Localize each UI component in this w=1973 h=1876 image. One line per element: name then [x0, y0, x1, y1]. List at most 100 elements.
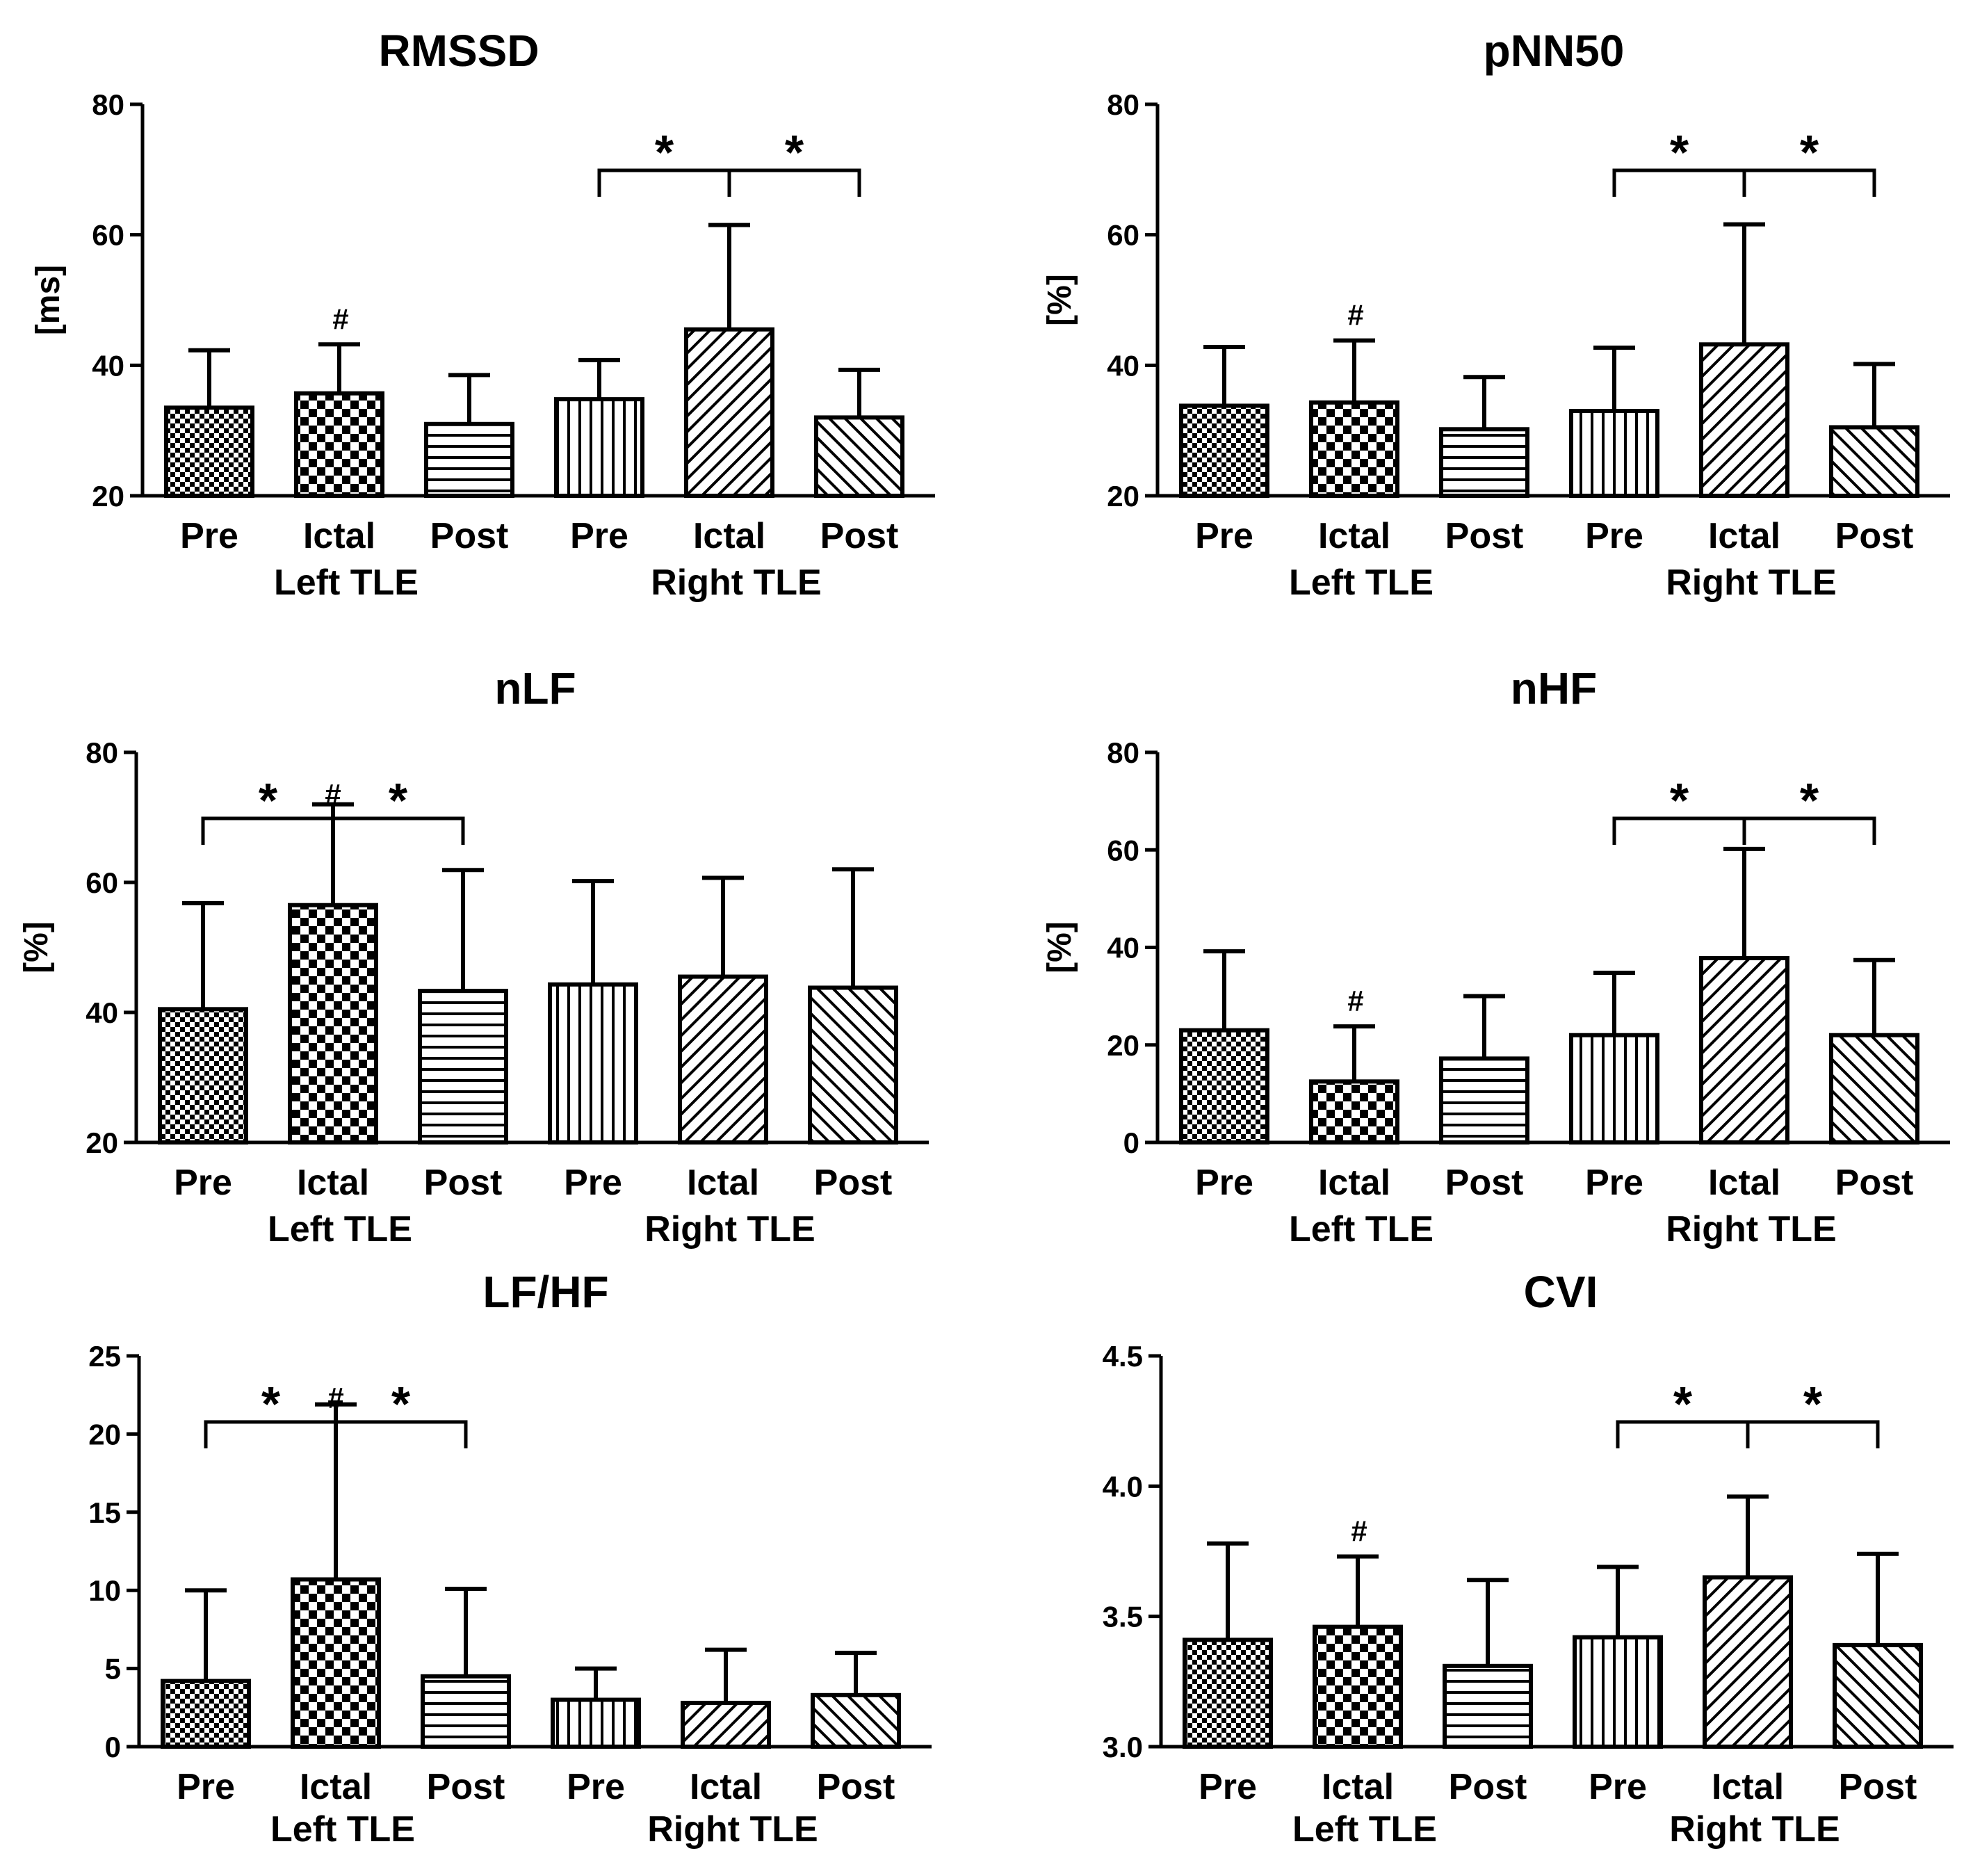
x-tick-label: Post: [814, 1163, 893, 1203]
bar-pre-left: [164, 405, 254, 499]
y-tick-label: 80: [92, 88, 124, 121]
bar-significance-mark: #: [1347, 985, 1363, 1017]
bar-ictal-left: [1313, 1624, 1403, 1749]
significance-bracket: [1616, 1420, 1880, 1448]
bar-ictal-right: [1699, 342, 1789, 498]
x-tick-label: Ictal: [693, 516, 765, 556]
chart-title: CVI: [1524, 1267, 1598, 1317]
bar-post-right: [814, 415, 904, 499]
bar-post-left: [418, 989, 508, 1145]
bar-ictal-right: [684, 327, 774, 498]
bar-ictal-left: [294, 391, 384, 498]
significance-bracket: [204, 1420, 468, 1448]
x-tick-label: Ictal: [1712, 1767, 1784, 1807]
x-tick-label: Post: [1445, 1163, 1524, 1203]
bar-pre-left: [1183, 1638, 1273, 1749]
y-tick-label: 60: [92, 219, 124, 252]
bar-pre-right: [1573, 1635, 1663, 1749]
y-tick-label: 40: [92, 349, 124, 382]
x-tick-label: Pre: [564, 1163, 622, 1203]
y-axis-label: [%]: [1041, 921, 1078, 973]
bar-post-right: [811, 1692, 901, 1749]
significance-mark: *: [1800, 773, 1819, 827]
bar-post-left: [421, 1674, 511, 1749]
x-tick-label: Ictal: [1318, 1163, 1390, 1203]
significance-bracket: [597, 168, 861, 197]
group-label: Left TLE: [1292, 1809, 1437, 1850]
chart-title: pNN50: [1484, 26, 1625, 76]
bar-post-right: [1833, 1642, 1923, 1749]
x-tick-label: Pre: [1585, 516, 1643, 556]
bar-pre-right: [1569, 1033, 1659, 1145]
significance-mark: *: [389, 773, 408, 827]
x-tick-label: Pre: [174, 1163, 232, 1203]
y-tick-label: 10: [88, 1574, 121, 1607]
y-tick-label: 3.0: [1103, 1731, 1143, 1763]
y-tick-label: 40: [1107, 349, 1139, 382]
y-tick-label: 80: [1107, 736, 1139, 769]
group-label: Right TLE: [651, 563, 822, 603]
x-tick-label: Post: [817, 1767, 895, 1807]
y-tick-label: 60: [1107, 834, 1139, 866]
bar-significance-mark: #: [1351, 1514, 1367, 1547]
y-tick-label: 80: [1107, 88, 1139, 121]
x-tick-label: Post: [427, 1767, 505, 1807]
y-tick-label: 5: [105, 1653, 121, 1685]
x-tick-label: Pre: [180, 516, 238, 556]
y-tick-label: 25: [88, 1340, 121, 1373]
panel-rmssd: RMSSD [ms] 20 40 60 80 Pre Ictal Post Pre Ictal Pos…: [30, 26, 935, 603]
bar-post-right: [1829, 1033, 1919, 1145]
significance-mark: *: [1670, 125, 1689, 179]
x-tick-label: Post: [1445, 516, 1524, 556]
group-label: Left TLE: [270, 1809, 415, 1850]
x-tick-label: Post: [1449, 1767, 1527, 1807]
chart-title: LF/HF: [482, 1267, 608, 1317]
y-axis-label: [%]: [1041, 274, 1078, 326]
bar-pre-left: [1179, 403, 1269, 499]
bar-ictal-right: [1699, 955, 1789, 1145]
bar-pre-left: [1179, 1028, 1269, 1145]
bar-ictal-right: [678, 974, 768, 1145]
x-tick-label: Pre: [567, 1767, 625, 1807]
x-tick-label: Pre: [1199, 1767, 1257, 1807]
x-tick-label: Ictal: [303, 516, 375, 556]
bar-pre-right: [554, 397, 644, 498]
bar-post-left: [1439, 1056, 1529, 1145]
significance-mark: #: [327, 1382, 343, 1414]
significance-mark: *: [1673, 1377, 1693, 1431]
bar-post-right: [1829, 425, 1919, 498]
group-label: Right TLE: [1669, 1809, 1840, 1850]
panel-nhf: nHF [%] 0 20 40 60 80 Pre Ictal Post Pre Ictal Post L…: [1041, 663, 1950, 1250]
x-tick-label: Post: [820, 516, 899, 556]
y-tick-label: 80: [86, 736, 118, 769]
x-tick-label: Ictal: [1322, 1767, 1394, 1807]
y-tick-label: 20: [88, 1418, 121, 1450]
bar-pre-left: [161, 1679, 251, 1749]
y-tick-label: 4.0: [1103, 1470, 1143, 1503]
x-tick-label: Post: [424, 1163, 503, 1203]
significance-bracket: [1612, 168, 1876, 197]
x-tick-label: Pre: [1195, 516, 1253, 556]
y-tick-label: 3.5: [1103, 1601, 1143, 1633]
y-tick-label: 0: [1123, 1126, 1139, 1159]
x-tick-label: Pre: [570, 516, 628, 556]
y-tick-label: 20: [1107, 480, 1139, 512]
x-tick-label: Post: [1835, 516, 1914, 556]
x-tick-label: Ictal: [690, 1767, 762, 1807]
group-label: Left TLE: [274, 563, 419, 603]
chart-title: nHF: [1511, 663, 1597, 713]
significance-mark: *: [1800, 125, 1819, 179]
x-tick-label: Ictal: [1318, 516, 1390, 556]
chart-title: nLF: [494, 663, 576, 713]
group-label: Left TLE: [268, 1209, 412, 1250]
bar-post-right: [808, 985, 898, 1145]
y-axis-label: [ms]: [30, 265, 67, 335]
significance-bracket: [201, 816, 465, 845]
bar-post-left: [424, 421, 514, 498]
bar-pre-right: [1569, 409, 1659, 498]
bar-pre-left: [158, 1007, 248, 1145]
x-tick-label: Post: [1839, 1767, 1917, 1807]
y-tick-label: 15: [88, 1496, 121, 1529]
x-tick-label: Ictal: [1708, 1163, 1780, 1203]
